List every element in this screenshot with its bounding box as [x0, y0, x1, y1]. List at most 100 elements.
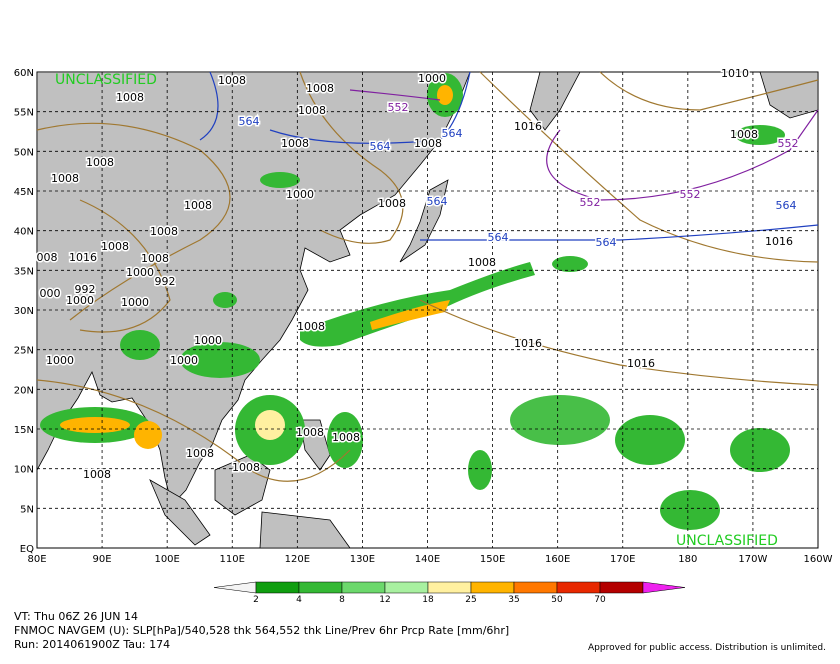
contour-label: 1016 — [765, 235, 793, 248]
lon-label: 110E — [220, 554, 245, 565]
contour-label: 1008 — [468, 256, 496, 269]
contour-label: 1008 — [297, 320, 325, 333]
contour-label: 1000 — [46, 354, 74, 367]
contour-label: 564 — [239, 115, 260, 128]
grid — [37, 72, 818, 548]
contour-label: 1016 — [514, 337, 542, 350]
classification: UNCLASSIFIED — [676, 533, 778, 549]
lat-label: 10N — [14, 465, 34, 476]
colorbar-label: 25 — [465, 595, 476, 605]
lon-label: 170W — [738, 554, 767, 565]
lat-label: 50N — [14, 147, 34, 158]
contour-label: 1000 — [418, 72, 446, 85]
colorbar-box — [599, 581, 644, 594]
contour-label: 1008 — [186, 447, 214, 460]
contour-label: 1008 — [730, 128, 758, 141]
contour-label: 1008 — [86, 156, 114, 169]
valid-time: VT: Thu 06Z 26 JUN 14 — [14, 610, 138, 623]
colorbar-box — [556, 581, 601, 594]
contour-label: 1008 — [298, 104, 326, 117]
colorbar-end — [642, 581, 686, 594]
contour-label: 552 — [680, 188, 701, 201]
contour-label: 992 — [75, 283, 96, 296]
contour-label: 1000 — [194, 334, 222, 347]
colorbar-box — [384, 581, 429, 594]
contour-label: 1008 — [378, 197, 406, 210]
lon-label: 140E — [415, 554, 440, 565]
contour-label: 1008 — [232, 461, 260, 474]
contour-label: 1016 — [627, 357, 655, 370]
contour-label: 1008 — [116, 91, 144, 104]
colorbar-label: 12 — [379, 595, 390, 605]
land — [36, 71, 819, 549]
contour-label: 1008 — [83, 468, 111, 481]
colorbar-box — [470, 581, 515, 594]
contour-label: 1000 — [170, 354, 198, 367]
contour-label: 1008 — [101, 240, 129, 253]
model-info: FNMOC NAVGEM (U): SLP[hPa]/540,528 thk 5… — [14, 624, 509, 637]
lat-label: 55N — [14, 108, 34, 119]
lat-label: 30N — [14, 306, 34, 317]
contour-label: 1008 — [150, 225, 178, 238]
contour-label: 1008 — [306, 82, 334, 95]
colorbar-label: 4 — [296, 595, 302, 605]
run-info: Run: 2014061900Z Tau: 174 — [14, 638, 170, 651]
lon-label: 130E — [350, 554, 375, 565]
lat-label: EQ — [20, 544, 34, 555]
lat-label: 40N — [14, 227, 34, 238]
lat-label: 35N — [14, 266, 34, 277]
lon-label: 120E — [285, 554, 310, 565]
lon-label: 150E — [480, 554, 505, 565]
contour-label: 564 — [442, 127, 463, 140]
contour-label: 552 — [580, 196, 601, 209]
colorbar-label: 35 — [508, 595, 519, 605]
contour-label: 1000 — [126, 266, 154, 279]
lon-label: 160W — [804, 554, 833, 565]
colorbar-box — [341, 581, 386, 594]
contour-label: 564 — [488, 231, 509, 244]
colorbar-label: 18 — [422, 595, 434, 605]
lon-label: 100E — [154, 554, 179, 565]
contour-label: 1000 — [286, 188, 314, 201]
contour-label: 1008 — [218, 74, 246, 87]
contour-label: 000 — [40, 287, 61, 300]
contour-label: 564 — [776, 199, 797, 212]
colorbar-label: 50 — [551, 595, 563, 605]
contour-label: 552 — [778, 137, 799, 150]
colorbar-label: 70 — [594, 595, 606, 605]
contours — [36, 71, 819, 482]
contour-label: 1000 — [66, 294, 94, 307]
lon-label: 160E — [545, 554, 570, 565]
colorbar-box — [513, 581, 558, 594]
lat-label: 25N — [14, 346, 34, 357]
contour-label: 1010 — [721, 67, 749, 80]
contour-label: 552 — [388, 101, 409, 114]
contour-label: 1008 — [184, 199, 212, 212]
lon-label: 180 — [678, 554, 697, 565]
contour-label: 1008 — [414, 137, 442, 150]
contour-label: 1008 — [281, 137, 309, 150]
colorbar-box — [255, 581, 300, 594]
contour-label: 1008 — [332, 431, 360, 444]
contour-label: 008 — [37, 251, 58, 264]
contour-label: 564 — [427, 195, 448, 208]
lat-label: 5N — [20, 504, 34, 515]
classification: UNCLASSIFIED — [55, 72, 157, 88]
colorbar-end — [213, 581, 257, 594]
colorbar-box — [427, 581, 472, 594]
notice: Approved for public access. Distribution… — [588, 643, 826, 653]
colorbar-label: 8 — [339, 595, 345, 605]
contour-label: 564 — [596, 236, 617, 249]
contour-label: 1016 — [69, 251, 97, 264]
colorbar-box — [298, 581, 343, 594]
contour-label: 1008 — [51, 172, 79, 185]
lon-label: 170E — [610, 554, 635, 565]
colorbar: 2 4 8 12 18 25 35 50 70 — [213, 581, 686, 605]
lat-label: 45N — [14, 187, 34, 198]
lat-label: 20N — [14, 385, 34, 396]
lon-label: 90E — [93, 554, 112, 565]
lon-label: 80E — [27, 554, 46, 565]
lat-label: 60N — [14, 68, 34, 79]
